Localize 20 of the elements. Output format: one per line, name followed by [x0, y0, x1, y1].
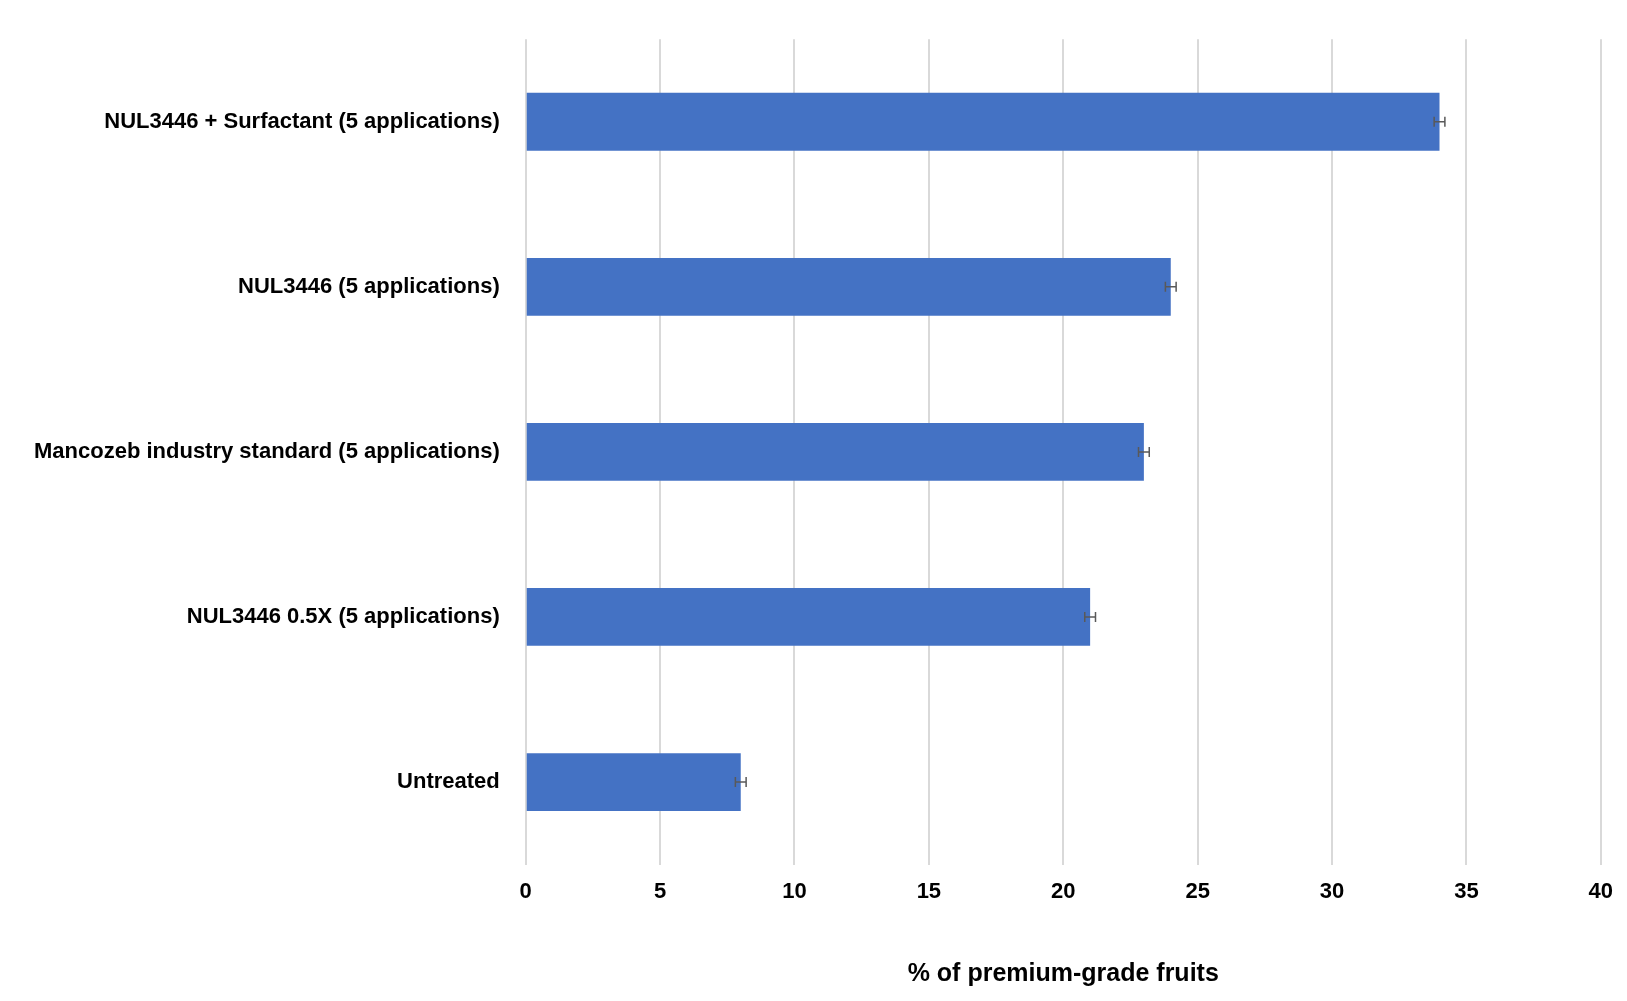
bar [526, 92, 1440, 151]
x-tick-label: 10 [782, 877, 807, 903]
x-tick-label: 30 [1319, 877, 1345, 903]
x-tick-label: 5 [653, 877, 667, 903]
x-tick-label: 20 [1051, 877, 1076, 903]
x-tick-label: 0 [519, 877, 532, 903]
y-tick-label: NUL3446 (5 applications) [238, 272, 500, 298]
y-tick-label: Mancozeb industry standard (5 applications) [33, 437, 500, 463]
y-tick-label: NUL3446 + Surfactant (5 applications) [104, 107, 500, 133]
bar [526, 423, 1144, 481]
x-tick-label: 15 [916, 877, 942, 903]
bar [526, 753, 741, 811]
bar [526, 588, 1091, 646]
x-axis-title: % of premium-grade fruits [907, 957, 1219, 986]
y-tick-label: Untreated [397, 768, 500, 794]
x-tick-label: 25 [1185, 877, 1210, 903]
bar [526, 257, 1171, 316]
x-tick-label: 35 [1454, 877, 1479, 903]
x-tick-label: 40 [1588, 877, 1614, 903]
y-tick-label: NUL3446 0.5X (5 applications) [186, 603, 500, 629]
